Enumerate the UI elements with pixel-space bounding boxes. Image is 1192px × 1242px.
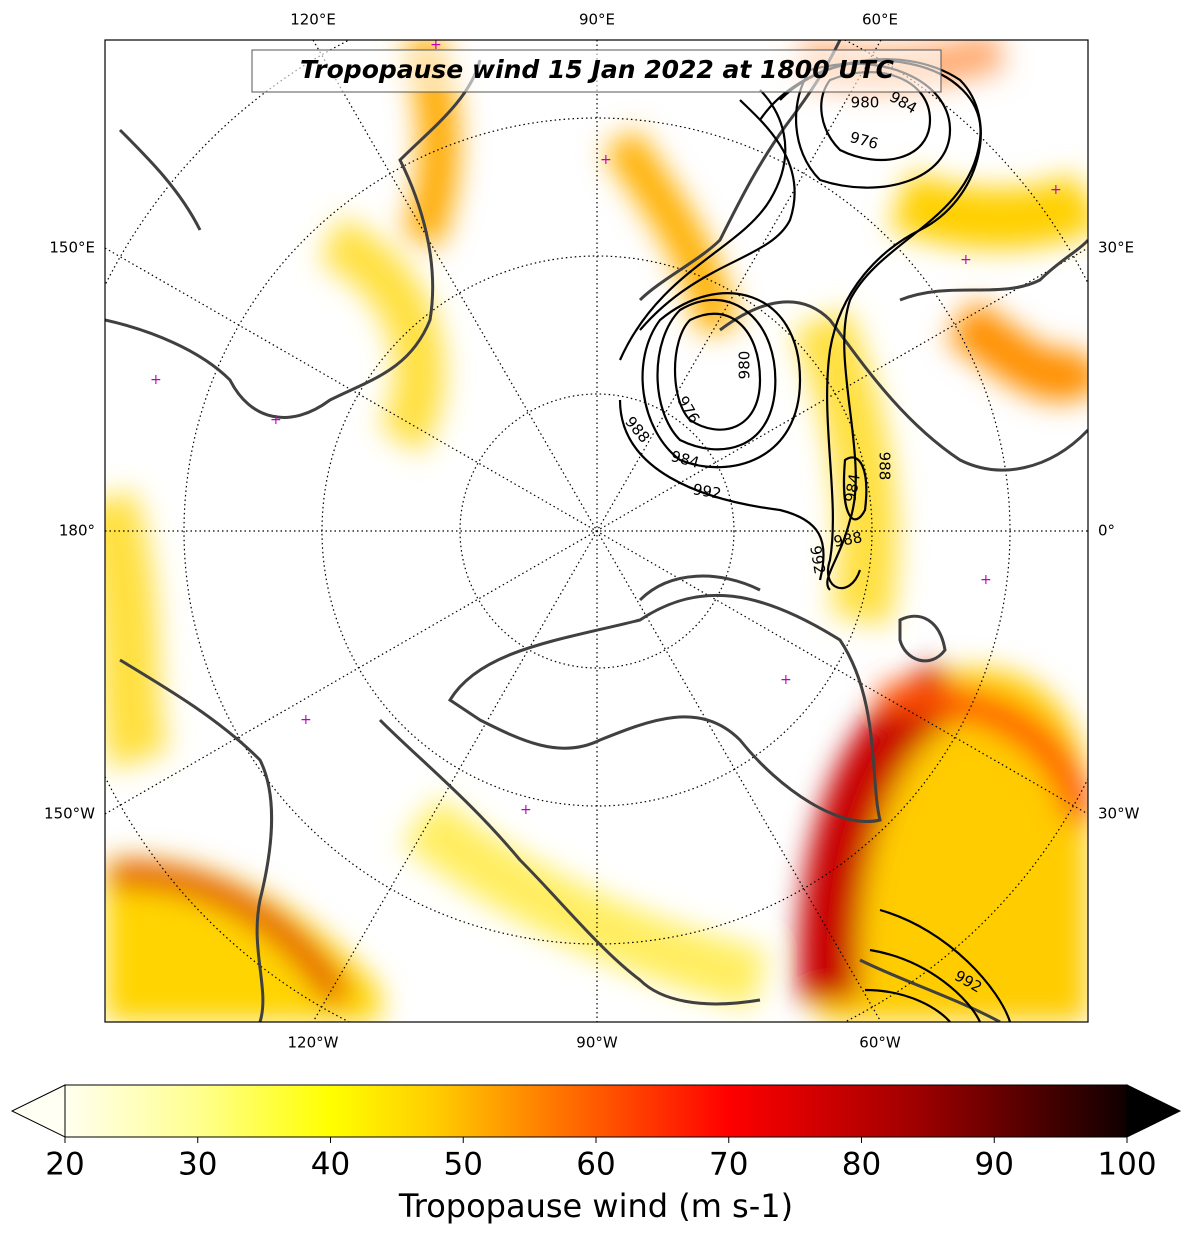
colorbar (64, 1084, 1128, 1138)
map-area: + + + + + + + + + + (105, 37, 1088, 1022)
contour-label: 984 (841, 472, 864, 503)
longitude-label: 30°W (1098, 805, 1140, 823)
contour-label: 992 (691, 480, 722, 503)
colorbar-extend-low (10, 1084, 66, 1138)
colorbar-tick-label: 60 (576, 1147, 615, 1183)
contour-label: 988 (876, 452, 894, 481)
longitude-label: 180° (59, 522, 95, 540)
svg-text:+: + (780, 672, 792, 688)
longitude-label: 60°E (862, 11, 898, 29)
graticule (105, 40, 1088, 1022)
svg-text:+: + (960, 252, 972, 268)
colorbar-tick-label: 40 (311, 1147, 350, 1183)
longitude-label: 90°E (579, 11, 615, 29)
longitude-label: 120°E (290, 11, 336, 29)
longitude-label: 60°W (859, 1034, 901, 1052)
longitude-label: 150°W (44, 805, 95, 823)
svg-text:+: + (1050, 182, 1062, 198)
svg-text:+: + (980, 572, 992, 588)
longitude-label: 30°E (1098, 239, 1134, 257)
contour-label: 980 (851, 94, 880, 112)
colorbar-tick-label: 80 (842, 1147, 881, 1183)
colorbar-tick-label: 70 (709, 1147, 748, 1183)
title: Tropopause wind 15 Jan 2022 at 1800 UTC (300, 55, 895, 84)
labels: 120°E 90°E 60°E 120°W 90°W 60°W 150°E 180° 150°W… (44, 11, 1157, 1183)
svg-text:+: + (520, 802, 532, 818)
colorbar-tick-label: 30 (178, 1147, 217, 1183)
svg-text:+: + (430, 37, 442, 53)
svg-text:+: + (150, 372, 162, 388)
longitude-label: 90°W (576, 1034, 618, 1052)
station-markers: + + + + + + + + + + (150, 37, 1062, 818)
svg-text:+: + (300, 712, 312, 728)
contour-label: 980 (736, 351, 754, 380)
colorbar-tick-label: 90 (975, 1147, 1014, 1183)
map-frame (104, 39, 1089, 1023)
colorbar-tick-label: 20 (45, 1147, 84, 1183)
title-box (251, 49, 942, 93)
longitude-label: 120°W (288, 1034, 339, 1052)
longitude-label: 0° (1098, 522, 1115, 540)
contour-label: 988 (832, 528, 863, 551)
colorbar-label: Tropopause wind (m s-1) (398, 1187, 793, 1225)
colorbar-extend-high (1126, 1084, 1182, 1138)
longitude-label: 150°E (49, 239, 95, 257)
svg-text:+: + (600, 152, 612, 168)
colorbar-tick-label: 50 (444, 1147, 483, 1183)
svg-text:+: + (270, 412, 282, 428)
colorbar-tick-label: 100 (1097, 1147, 1156, 1183)
contour-label: 992 (806, 544, 829, 575)
